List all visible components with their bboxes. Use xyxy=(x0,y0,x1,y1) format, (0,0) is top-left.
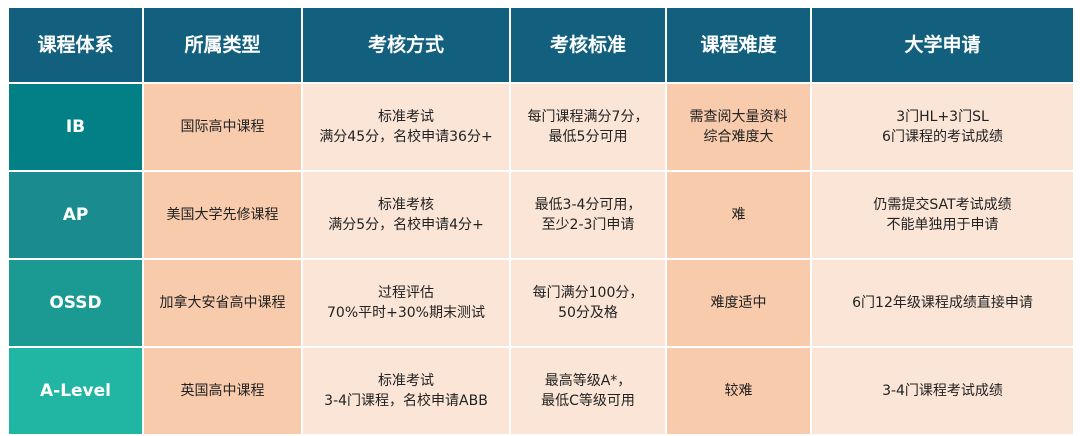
cell-assessment-method: 标准考试 3-4门课程，名校申请ABB xyxy=(301,346,511,436)
cell-assessment-method: 过程评估 70%平时+30%期末测试 xyxy=(301,258,511,348)
cell-type: 英国高中课程 xyxy=(142,346,303,436)
course-comparison-table: 课程体系 所属类型 考核方式 考核标准 课程难度 大学申请 IB 国际高中课程 标准… xyxy=(7,6,1075,436)
cell-assessment-standard: 最高等级A*， 最低C等级可用 xyxy=(509,346,667,436)
cell-difficulty: 较难 xyxy=(665,346,812,436)
cell-type: 加拿大安省高中课程 xyxy=(142,258,303,348)
table-row: IB 国际高中课程 标准考试 满分45分，名校申请36分+ 每门课程满分7分， 最低5… xyxy=(7,82,1075,172)
header-difficulty: 课程难度 xyxy=(665,6,812,84)
cell-assessment-method: 标准考试 满分45分，名校申请36分+ xyxy=(301,82,511,172)
header-assessment-standard: 考核标准 xyxy=(509,6,667,84)
cell-assessment-standard: 每门课程满分7分， 最低5分可用 xyxy=(509,82,667,172)
cell-assessment-standard: 最低3-4分可用， 至少2-3门申请 xyxy=(509,170,667,260)
cell-course-system: AP xyxy=(7,170,144,260)
cell-course-system: OSSD xyxy=(7,258,144,348)
table-row: A-Level 英国高中课程 标准考试 3-4门课程，名校申请ABB 最高等级A*， … xyxy=(7,346,1075,436)
cell-university-application: 仍需提交SAT考试成绩 不能单独用于申请 xyxy=(810,170,1075,260)
cell-difficulty: 难 xyxy=(665,170,812,260)
header-type: 所属类型 xyxy=(142,6,303,84)
cell-university-application: 3-4门课程考试成绩 xyxy=(810,346,1075,436)
cell-difficulty: 难度适中 xyxy=(665,258,812,348)
header-row: 课程体系 所属类型 考核方式 考核标准 课程难度 大学申请 xyxy=(7,6,1075,84)
table-row: AP 美国大学先修课程 标准考核 满分5分，名校申请4分+ 最低3-4分可用， 至少2… xyxy=(7,170,1075,260)
cell-assessment-standard: 每门满分100分， 50分及格 xyxy=(509,258,667,348)
cell-type: 美国大学先修课程 xyxy=(142,170,303,260)
cell-university-application: 6门12年级课程成绩直接申请 xyxy=(810,258,1075,348)
cell-university-application: 3门HL+3门SL 6门课程的考试成绩 xyxy=(810,82,1075,172)
header-course-system: 课程体系 xyxy=(7,6,144,84)
header-assessment-method: 考核方式 xyxy=(301,6,511,84)
cell-difficulty: 需查阅大量资料 综合难度大 xyxy=(665,82,812,172)
table-row: OSSD 加拿大安省高中课程 过程评估 70%平时+30%期末测试 每门满分100分，… xyxy=(7,258,1075,348)
cell-assessment-method: 标准考核 满分5分，名校申请4分+ xyxy=(301,170,511,260)
cell-course-system: IB xyxy=(7,82,144,172)
header-university-application: 大学申请 xyxy=(810,6,1075,84)
cell-type: 国际高中课程 xyxy=(142,82,303,172)
cell-course-system: A-Level xyxy=(7,346,144,436)
